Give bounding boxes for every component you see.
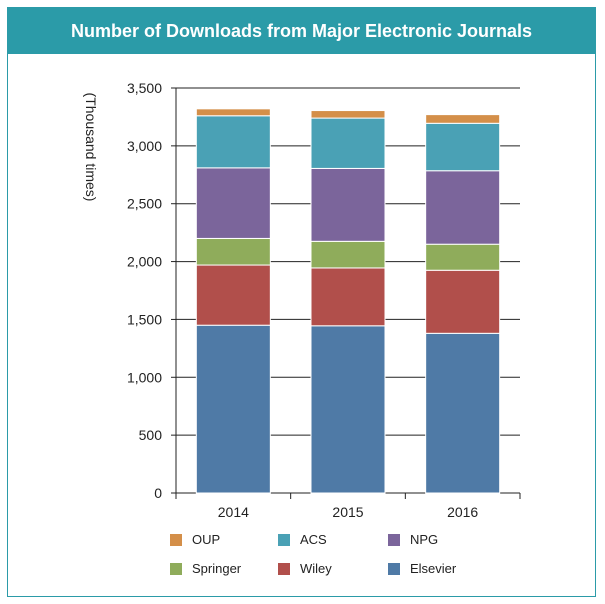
x-tick-label: 2016 xyxy=(447,504,478,520)
y-tick-label: 1,000 xyxy=(127,369,162,385)
bar-elsevier-2016 xyxy=(425,332,501,494)
legend-item-acs: ACS xyxy=(278,532,388,547)
y-tick-label: 2,000 xyxy=(127,254,162,270)
bar-npg-2014 xyxy=(195,167,271,239)
bar-oup-2014 xyxy=(195,108,271,117)
legend-item-oup: OUP xyxy=(170,532,278,547)
legend-item-springer: Springer xyxy=(170,561,278,576)
legend-swatch xyxy=(170,533,182,546)
bar-oup-2015 xyxy=(310,110,386,119)
chart-title: Number of Downloads from Major Electroni… xyxy=(8,8,595,54)
legend-swatch xyxy=(388,562,400,575)
legend-item-npg: NPG xyxy=(388,532,498,547)
legend-item-wiley: Wiley xyxy=(278,561,388,576)
legend-swatch xyxy=(278,533,290,546)
x-tick-label: 2014 xyxy=(218,504,249,520)
x-tick-label: 2015 xyxy=(332,504,363,520)
y-tick-label: 2,500 xyxy=(127,196,162,212)
legend-label: Wiley xyxy=(300,561,332,576)
bar-npg-2016 xyxy=(425,170,501,245)
bar-elsevier-2014 xyxy=(195,324,271,494)
bar-wiley-2014 xyxy=(195,264,271,326)
bar-wiley-2015 xyxy=(310,267,386,327)
legend-item-elsevier: Elsevier xyxy=(388,561,498,576)
y-tick-label: 3,000 xyxy=(127,138,162,154)
bar-acs-2014 xyxy=(195,115,271,169)
bar-acs-2016 xyxy=(425,122,501,172)
bar-oup-2016 xyxy=(425,114,501,124)
legend-swatch xyxy=(388,533,400,546)
bar-springer-2016 xyxy=(425,243,501,271)
legend-label: Springer xyxy=(192,561,242,576)
legend-label: ACS xyxy=(300,532,327,547)
bar-acs-2015 xyxy=(310,117,386,169)
bar-wiley-2016 xyxy=(425,269,501,334)
bar-elsevier-2015 xyxy=(310,325,386,494)
legend-label: NPG xyxy=(410,532,439,547)
y-tick-label: 0 xyxy=(154,485,162,501)
bar-springer-2015 xyxy=(310,240,386,269)
legend-swatch xyxy=(170,562,182,575)
legend-label: Elsevier xyxy=(410,561,457,576)
chart-legend: OUP ACS NPG Springer Wiley Elsevier xyxy=(170,532,570,576)
y-axis-label: (Thousand times) xyxy=(83,93,99,202)
y-tick-label: 3,500 xyxy=(127,80,162,96)
legend-swatch xyxy=(278,562,290,575)
y-tick-label: 1,500 xyxy=(127,311,162,327)
bar-springer-2014 xyxy=(195,237,271,266)
y-tick-label: 500 xyxy=(139,427,163,443)
legend-label: OUP xyxy=(192,532,221,547)
bar-npg-2015 xyxy=(310,167,386,242)
